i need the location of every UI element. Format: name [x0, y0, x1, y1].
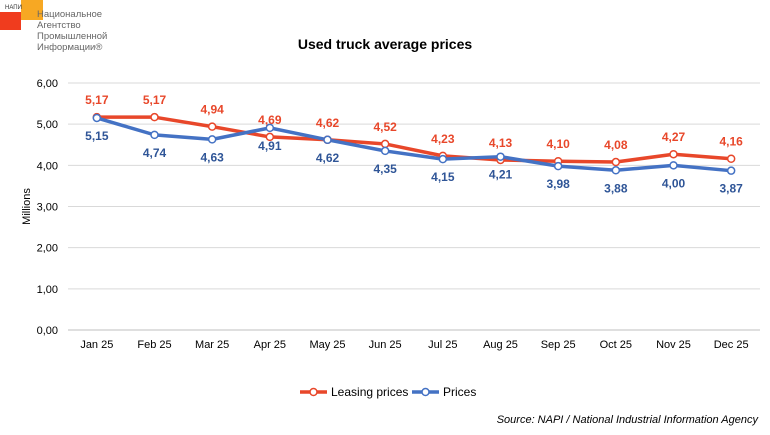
data-label: 3,88 [604, 181, 628, 195]
x-tick-label: May 25 [309, 339, 345, 351]
x-tick-label: Jul 25 [428, 339, 457, 351]
series-line-prices [96, 116, 732, 173]
data-point [611, 166, 621, 175]
x-tick-label: Feb 25 [137, 339, 171, 351]
data-label: 4,21 [489, 168, 513, 182]
data-label: 4,16 [719, 135, 743, 149]
y-tick-label: 5,00 [37, 119, 58, 131]
logo-text: Национальное Агентство Промышленной Инфо… [37, 9, 108, 53]
data-label: 4,13 [489, 136, 513, 150]
data-point [150, 112, 159, 122]
data-point [380, 139, 390, 149]
data-label: 4,08 [604, 138, 628, 152]
x-tick-label: Jun 25 [369, 339, 402, 351]
data-point [265, 123, 275, 133]
y-tick-label: 2,00 [37, 243, 58, 255]
data-point [265, 132, 275, 142]
x-tick-label: Sep 25 [541, 339, 576, 351]
logo-orange-square [21, 0, 43, 20]
data-label: 4,15 [431, 170, 455, 184]
data-label: 4,62 [316, 116, 340, 130]
data-label: 4,10 [546, 137, 570, 151]
y-tick-label: 3,00 [37, 202, 58, 214]
data-point [669, 149, 678, 159]
legend-label: Leasing prices [331, 385, 408, 399]
data-label: 5,17 [85, 93, 109, 107]
x-tick-label: Nov 25 [656, 339, 691, 351]
legend-marker [309, 387, 318, 397]
data-point [207, 122, 217, 131]
source-note: Source: NAPI / National Industrial Infor… [496, 414, 758, 426]
y-tick-label: 0,00 [37, 325, 58, 337]
data-point [496, 152, 505, 161]
y-tick-label: 4,00 [37, 160, 58, 172]
data-label: 5,15 [85, 129, 109, 143]
x-tick-label: Aug 25 [483, 339, 518, 351]
data-label: 4,74 [143, 146, 167, 160]
data-label: 4,91 [258, 139, 282, 153]
data-point [669, 161, 678, 170]
data-label: 4,27 [662, 130, 686, 144]
data-label: 4,23 [431, 132, 455, 146]
y-tick-label: 1,00 [37, 284, 58, 296]
data-point [92, 113, 102, 123]
data-label: 4,62 [316, 151, 340, 165]
data-label: 4,69 [258, 113, 282, 127]
data-point [150, 130, 159, 140]
data-point [726, 154, 736, 163]
data-point [611, 157, 621, 167]
logo-abbr: НАПИ [5, 5, 22, 11]
data-label: 4,35 [373, 162, 397, 176]
data-point [438, 154, 448, 164]
chart-title: Used truck average prices [297, 36, 473, 52]
data-point [553, 161, 563, 171]
x-tick-label: Apr 25 [254, 339, 286, 351]
data-point [207, 135, 217, 144]
data-label: 4,52 [373, 120, 397, 134]
data-label: 3,87 [719, 182, 743, 196]
data-label: 4,00 [662, 176, 686, 190]
data-label: 4,94 [200, 103, 224, 117]
series-line-leasing [96, 115, 732, 164]
data-label: 5,17 [143, 93, 167, 107]
x-tick-label: Dec 25 [714, 339, 749, 351]
y-axis-label: Millions [21, 188, 33, 225]
data-label: 3,98 [546, 177, 570, 191]
legend-marker [421, 387, 430, 397]
y-tick-label: 6,00 [37, 78, 58, 90]
logo-red-square [0, 12, 21, 30]
x-tick-label: Mar 25 [195, 339, 229, 351]
data-label: 4,63 [200, 150, 224, 164]
data-point [323, 135, 332, 145]
data-point [380, 146, 390, 156]
x-tick-label: Oct 25 [600, 339, 632, 351]
data-point [726, 166, 736, 175]
x-tick-label: Jan 25 [80, 339, 113, 351]
legend-label: Prices [443, 385, 476, 399]
